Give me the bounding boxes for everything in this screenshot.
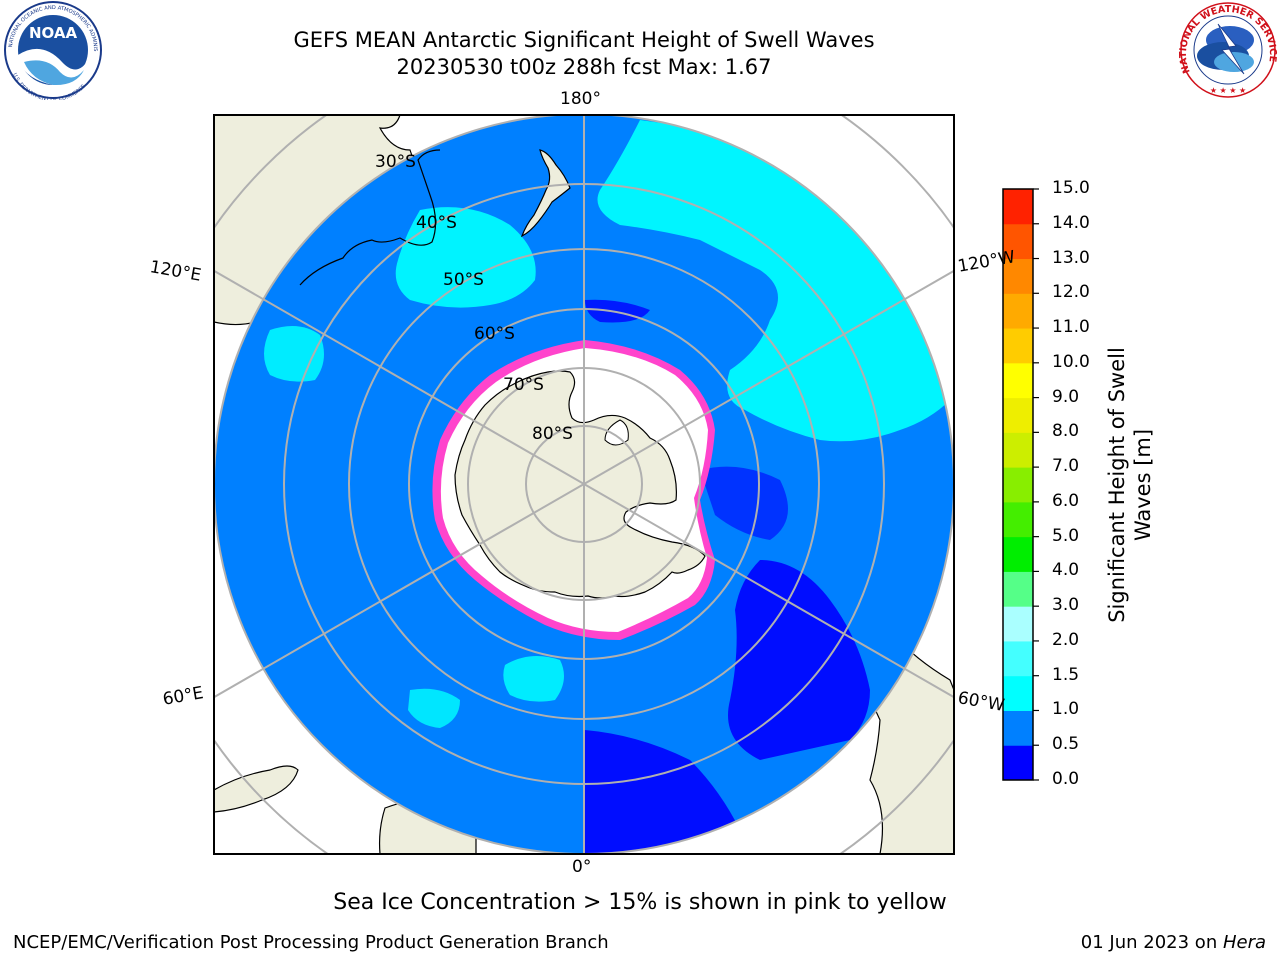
- colorbar-title: Significant Height of Swell Waves [m]: [1104, 347, 1156, 623]
- colorbar-swatch: [1003, 328, 1033, 364]
- colorbar-swatch: [1003, 606, 1033, 642]
- footer-credit: NCEP/EMC/Verification Post Processing Pr…: [13, 932, 609, 953]
- lat-label-60s: 60°S: [474, 324, 515, 344]
- colorbar-swatch: [1003, 710, 1033, 746]
- colorbar-swatch: [1003, 640, 1033, 677]
- new-zealand-land: [520, 149, 571, 238]
- nws-logo: NATIONAL WEATHER SERVICE ★ ★ ★ ★: [1178, 2, 1278, 98]
- colorbar-tick-label: 14.0: [1052, 212, 1090, 233]
- lat-label-70s: 70°S: [503, 375, 544, 395]
- swell-region-south: [503, 656, 564, 702]
- lat-label-50s: 50°S: [443, 270, 484, 290]
- colorbar-swatch: [1003, 501, 1033, 538]
- noaa-logo-text: NOAA: [29, 24, 78, 42]
- colorbar-swatch: [1003, 432, 1033, 468]
- lat-label-40s: 40°S: [416, 213, 457, 233]
- colorbar-tick-label: 12.0: [1052, 282, 1090, 303]
- colorbar-tick-label: 0.5: [1052, 734, 1080, 755]
- colorbar-swatch: [1003, 536, 1033, 572]
- colorbar-swatch: [1003, 258, 1033, 294]
- colorbar-tick-label: 1.0: [1052, 699, 1080, 720]
- low-swell-region-southwest: [728, 560, 870, 760]
- colorbar-swatch: [1003, 571, 1033, 607]
- colorbar-tick-label: 1.5: [1052, 664, 1080, 685]
- colorbar-frame: [1002, 188, 1034, 781]
- colorbar-title-line2: Waves [m]: [1131, 428, 1155, 542]
- lat-label-80s: 80°S: [532, 424, 573, 444]
- sea-ice-note: Sea Ice Concentration > 15% is shown in …: [0, 890, 1280, 915]
- colorbar-tick-label: 7.0: [1052, 456, 1080, 477]
- lon-label-top: 180°: [560, 89, 601, 109]
- colorbar-title-line1: Significant Height of Swell: [1105, 347, 1129, 623]
- lat-label-30s: 30°S: [375, 152, 416, 172]
- colorbar-swatch: [1003, 745, 1033, 781]
- footer-date-text: 01 Jun 2023 on: [1080, 932, 1223, 953]
- colorbar-swatch: [1003, 362, 1033, 399]
- map-frame: [213, 114, 955, 855]
- colorbar-tick-label: 6.0: [1052, 490, 1080, 511]
- colorbar-tick-label: 2.0: [1052, 629, 1080, 650]
- colorbar-tick-label: 8.0: [1052, 421, 1080, 442]
- colorbar-swatch: [1003, 675, 1033, 711]
- chart-subtitle: 20230530 t00z 288h fcst Max: 1.67: [396, 55, 772, 79]
- colorbar-swatch: [1003, 189, 1033, 225]
- colorbar-tick-label: 0.0: [1052, 769, 1080, 789]
- colorbar-swatch: [1003, 223, 1033, 260]
- chart-title: GEFS MEAN Antarctic Significant Height o…: [293, 28, 875, 52]
- colorbar-tick-label: 13.0: [1052, 247, 1090, 268]
- low-swell-region-south: [585, 730, 740, 854]
- longitude-grid: [214, 115, 954, 854]
- colorbar-tick-label: 4.0: [1052, 560, 1080, 581]
- colorbar-tick-label: 10.0: [1052, 351, 1090, 372]
- colorbar-tick-label: 11.0: [1052, 317, 1090, 338]
- swell-region-indian: [264, 326, 324, 382]
- sea-ice-note-text: Sea Ice Concentration > 15% is shown in …: [333, 890, 947, 915]
- colorbar-swatch: [1003, 467, 1033, 503]
- lon-label-bottom: 0°: [572, 857, 592, 877]
- colorbar-tick-label: 5.0: [1052, 525, 1080, 546]
- footer-date: 01 Jun 2023 on Hera: [1081, 932, 1266, 953]
- colorbar: [1002, 188, 1039, 781]
- madagascar-land: [214, 765, 299, 813]
- antarctica-land: [454, 370, 706, 599]
- colorbar-tick-label: 9.0: [1052, 386, 1080, 407]
- swell-region-tasman: [395, 207, 536, 308]
- colorbar-tick-label: 15.0: [1052, 178, 1090, 198]
- colorbar-tick-label: 3.0: [1052, 595, 1080, 616]
- footer-host: Hera: [1222, 932, 1266, 953]
- noaa-logo: NOAA NATIONAL OCEANIC AND ATMOSPHERIC AD…: [2, 0, 102, 100]
- nws-stars-icon: ★ ★ ★ ★: [1210, 86, 1246, 95]
- colorbar-swatch: [1003, 293, 1033, 329]
- colorbar-swatch: [1003, 397, 1033, 433]
